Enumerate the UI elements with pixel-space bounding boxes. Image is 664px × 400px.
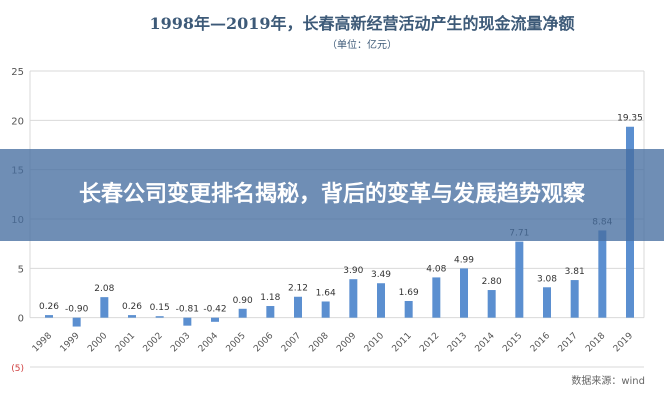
chart-title: 1998年—2019年，长春高新经营活动产生的现金流量净额 xyxy=(149,14,574,33)
bar-2018 xyxy=(598,230,607,318)
data-label-2011: 1.69 xyxy=(399,288,419,298)
y-tick-label: 20 xyxy=(11,116,24,127)
data-label-2017: 3.81 xyxy=(565,267,585,277)
data-label-2007: 2.12 xyxy=(288,284,308,294)
data-labels: 0.26 -0.90 2.08 0.26 0.15 -0.81 -0.42 0.90 1.18 2… xyxy=(39,114,643,315)
bar-2004 xyxy=(211,317,219,322)
data-label-2013: 4.99 xyxy=(454,255,474,265)
bar-2002 xyxy=(155,316,164,318)
data-label-2019: 19.35 xyxy=(617,114,643,124)
data-label-2000: 2.08 xyxy=(94,284,114,294)
bar-2006 xyxy=(266,306,275,318)
data-label-2003: -0.81 xyxy=(176,305,199,315)
y-tick-label: 25 xyxy=(11,67,24,78)
data-label-2001: 0.26 xyxy=(122,302,142,312)
bar-2001 xyxy=(128,315,136,318)
bar-2017 xyxy=(570,280,579,318)
bar-1998 xyxy=(45,315,53,318)
headline-text: 长春公司变更排名揭秘，背后的变革与发展趋势观察 xyxy=(78,182,585,207)
data-label-2002: 0.15 xyxy=(150,303,170,313)
bar-2015 xyxy=(515,241,524,318)
data-label-1999: -0.90 xyxy=(65,305,89,315)
bar-2008 xyxy=(321,301,330,318)
data-label-2014: 2.80 xyxy=(482,277,502,287)
y-tick-label: 5 xyxy=(18,264,24,275)
bar-2014 xyxy=(487,290,496,318)
bar-2012 xyxy=(432,277,441,318)
bar-2011 xyxy=(404,300,413,318)
bar-2003 xyxy=(183,317,192,326)
source-note: 数据来源：wind xyxy=(571,374,645,387)
y-tick-label: 0 xyxy=(18,314,24,325)
data-label-1998: 0.26 xyxy=(39,302,59,312)
data-label-2004: -0.42 xyxy=(203,305,226,315)
data-label-2005: 0.90 xyxy=(233,296,253,306)
data-label-2012: 4.08 xyxy=(426,264,446,274)
bar-2005 xyxy=(238,308,247,318)
chart-unit: （单位：亿元） xyxy=(327,38,397,51)
bar-2007 xyxy=(294,296,302,318)
bar-2000 xyxy=(100,297,109,318)
bar-2016 xyxy=(543,287,551,318)
data-label-2016: 3.08 xyxy=(537,274,557,284)
bar-1999 xyxy=(72,317,81,327)
data-label-2009: 3.90 xyxy=(343,266,363,276)
bar-2009 xyxy=(349,279,358,318)
data-label-2006: 1.18 xyxy=(260,293,280,303)
bar-2010 xyxy=(377,283,385,318)
y-tick-label: (5) xyxy=(11,364,24,374)
bar-2013 xyxy=(460,268,468,318)
data-label-2010: 3.49 xyxy=(371,270,391,280)
data-label-2008: 1.64 xyxy=(316,288,336,298)
headline-banner: 长春公司变更排名揭秘，背后的变革与发展趋势观察 xyxy=(0,149,664,241)
